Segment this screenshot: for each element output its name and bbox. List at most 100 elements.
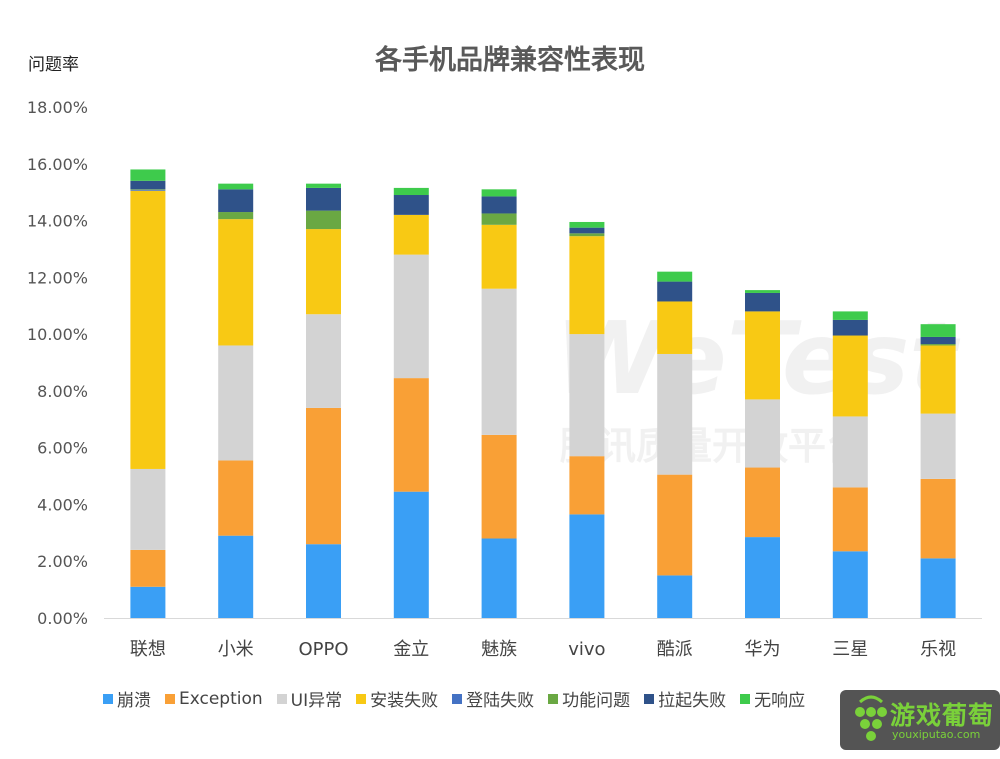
legend-label: 登陆失败 — [466, 691, 535, 711]
bar-segment-崩溃-三星 — [832, 551, 868, 618]
bar-segment-安装失败-小米 — [218, 219, 254, 346]
bar-segment-Exception-小米 — [218, 460, 254, 536]
bar-segment-Exception-三星 — [832, 487, 868, 552]
legend-item: 功能问题 — [548, 686, 630, 711]
legend-label: 拉起失败 — [658, 691, 727, 711]
legend-swatch — [644, 693, 655, 704]
bar-segment-崩溃-vivo — [569, 514, 605, 618]
y-tick-label: 2.00% — [37, 552, 88, 571]
bar-segment-Exception-乐视 — [920, 478, 956, 559]
legend-item: 拉起失败 — [644, 686, 726, 711]
bar-segment-UI异常-酷派 — [657, 353, 693, 475]
bar-segment-安装失败-三星 — [832, 335, 868, 417]
bar-segment-无响应-乐视 — [920, 324, 956, 337]
y-tick-label: 16.00% — [27, 155, 88, 174]
bar-segment-UI异常-魅族 — [481, 288, 517, 435]
y-tick-label: 10.00% — [27, 325, 88, 344]
x-tick-label: OPPO — [298, 639, 348, 660]
x-tick-label: 金立 — [393, 639, 429, 660]
bar-segment-安装失败-OPPO — [306, 229, 341, 315]
legend: 崩溃 Exception UI异常 安装失败 登陆失败 功能问题 拉起失败 无响应 — [103, 686, 805, 711]
bar-segment-安装失败-酷派 — [657, 301, 693, 354]
bar-segment-Exception-华为 — [745, 467, 780, 538]
y-tick-label: 0.00% — [37, 609, 88, 628]
x-tick-label: 乐视 — [920, 639, 956, 660]
legend-swatch — [740, 693, 751, 704]
grape-icon — [855, 695, 887, 741]
bar-segment-拉起失败-三星 — [832, 319, 868, 336]
bar-segment-Exception-OPPO — [306, 407, 341, 545]
legend-label: 安装失败 — [370, 691, 439, 711]
bar-segment-崩溃-魅族 — [481, 538, 517, 618]
bar-segment-拉起失败-金立 — [393, 195, 429, 215]
bar-segment-崩溃-乐视 — [920, 558, 956, 618]
bar-segment-安装失败-魅族 — [481, 224, 517, 289]
bar-segment-拉起失败-魅族 — [481, 196, 517, 214]
bar-segment-功能问题-乐视 — [920, 344, 956, 346]
logo-url: youxiputao.com — [892, 728, 981, 741]
bar-segment-UI异常-联想 — [130, 468, 166, 550]
bar-segment-崩溃-联想 — [130, 586, 166, 618]
y-tick-label: 12.00% — [27, 268, 88, 287]
bar-segment-UI异常-OPPO — [306, 314, 341, 408]
bar-segment-UI异常-vivo — [569, 334, 605, 457]
x-tick-label: 酷派 — [657, 639, 693, 660]
legend-swatch — [103, 693, 113, 704]
legend-item: 安装失败 — [356, 686, 438, 711]
bar-segment-功能问题-小米 — [218, 212, 254, 220]
bar-segment-无响应-联想 — [130, 169, 166, 181]
watermark-subtitle: 腾讯质量开放平台 — [560, 424, 865, 468]
bar-segment-无响应-魅族 — [481, 189, 517, 197]
bar-segment-崩溃-酷派 — [657, 575, 693, 618]
bar-segment-崩溃-OPPO — [306, 544, 341, 618]
legend-item: 登陆失败 — [452, 686, 534, 711]
bar-segment-崩溃-华为 — [745, 537, 780, 618]
x-tick-label: 魅族 — [481, 639, 517, 660]
bar-segment-安装失败-vivo — [569, 236, 605, 335]
legend-label: UI异常 — [290, 691, 343, 711]
x-tick-label: 华为 — [745, 639, 781, 660]
bar-segment-无响应-华为 — [745, 290, 780, 293]
bar-segment-无响应-小米 — [218, 183, 254, 190]
bar-segment-无响应-酷派 — [657, 271, 693, 282]
bar-segment-无响应-金立 — [393, 187, 429, 196]
bar-segment-Exception-金立 — [393, 378, 429, 492]
bar-segment-UI异常-乐视 — [920, 413, 956, 479]
bar-segment-安装失败-华为 — [745, 311, 780, 400]
bar-segment-安装失败-乐视 — [920, 345, 956, 414]
x-tick-label: vivo — [568, 639, 605, 660]
legend-item: UI异常 — [276, 686, 343, 711]
bar-segment-功能问题-OPPO — [306, 210, 341, 230]
y-tick-label: 14.00% — [27, 212, 88, 231]
bar-segment-登陆失败-联想 — [130, 189, 166, 191]
bar-segment-拉起失败-联想 — [130, 180, 166, 190]
legend-item: 无响应 — [740, 686, 805, 711]
bar-segment-Exception-魅族 — [481, 434, 517, 539]
bar-segment-拉起失败-OPPO — [306, 187, 341, 211]
x-tick-label: 联想 — [130, 639, 166, 660]
legend-swatch — [165, 693, 175, 704]
legend-label: Exception — [179, 688, 263, 709]
legend-item: Exception — [165, 686, 263, 711]
legend-label: 无响应 — [754, 691, 806, 711]
bar-segment-拉起失败-酷派 — [657, 281, 693, 302]
legend-swatch — [548, 693, 559, 704]
bar-segment-拉起失败-华为 — [745, 292, 780, 312]
legend-swatch — [356, 693, 367, 704]
bar-segment-无响应-三星 — [832, 311, 868, 320]
bar-segment-拉起失败-小米 — [218, 189, 254, 213]
bar-segment-安装失败-联想 — [130, 190, 166, 469]
bar-segment-崩溃-小米 — [218, 535, 254, 618]
y-axis-label: 问题率 — [28, 55, 79, 75]
bar-segment-Exception-联想 — [130, 549, 166, 587]
bar-segment-拉起失败-vivo — [569, 227, 605, 234]
legend-label: 崩溃 — [117, 691, 151, 711]
bar-segment-崩溃-金立 — [393, 491, 429, 618]
bar-segment-安装失败-金立 — [393, 214, 429, 255]
y-tick-label: 6.00% — [37, 439, 88, 458]
bar-segment-UI异常-小米 — [218, 345, 254, 461]
bar-segment-无响应-vivo — [569, 221, 605, 228]
bar-segment-功能问题-联想 — [130, 189, 166, 190]
youxiputao-logo: 游戏葡萄 youxiputao.com — [840, 690, 1000, 750]
